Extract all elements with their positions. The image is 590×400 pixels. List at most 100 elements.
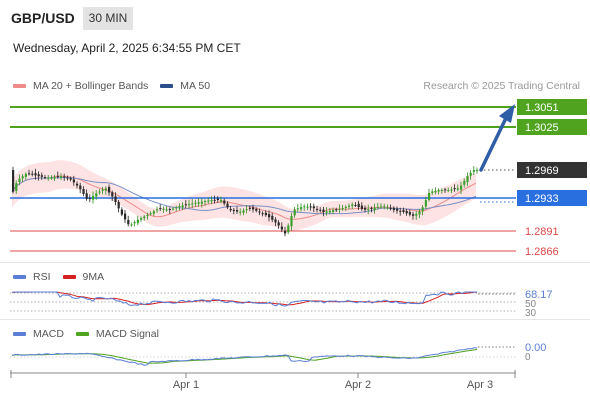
candle-body <box>98 191 101 193</box>
candle-body <box>360 205 363 210</box>
candle-body <box>146 215 149 216</box>
candle-body <box>47 177 50 179</box>
rsi-value-label: 68.17 <box>525 289 553 301</box>
candle-body <box>328 210 331 213</box>
candle-body <box>456 188 459 190</box>
candle-body <box>453 188 456 190</box>
macd-swatch <box>13 332 26 336</box>
candle-body <box>412 214 415 216</box>
candle-body <box>56 175 59 177</box>
level-label-pivot: 1.2933 <box>517 190 587 206</box>
rsi-30-label: 30 <box>525 308 537 318</box>
candle-body <box>280 226 283 230</box>
candle-body <box>207 200 210 202</box>
candle-body <box>424 200 427 207</box>
candle-body <box>213 199 216 201</box>
candle-body <box>351 204 354 206</box>
forecast-arrow <box>479 104 515 172</box>
legend-label-macd-signal: MACD Signal <box>95 328 159 340</box>
candle-body <box>21 176 24 179</box>
macd-signal-line <box>11 349 478 364</box>
candle-body <box>357 203 360 208</box>
price-chart[interactable]: 1.3051 1.3025 1.2969 1.2933 1.2891 1.286… <box>0 95 590 262</box>
candle-body <box>319 209 322 211</box>
macd-signal-swatch <box>75 332 89 336</box>
candle-body <box>12 169 15 192</box>
candle-body <box>332 210 335 212</box>
candle-body <box>44 177 47 179</box>
candle-body <box>40 175 43 177</box>
candle-body <box>463 180 466 185</box>
candle-body <box>31 173 34 175</box>
legend-item-macd: MACD <box>13 328 64 340</box>
candle-body <box>194 202 197 204</box>
candle-body <box>303 206 306 208</box>
x-tick-apr1: Apr 1 <box>173 379 199 391</box>
candle-body <box>50 177 53 179</box>
legend-item-bollinger: MA 20 + Bollinger Bands <box>13 80 148 92</box>
candle-body <box>405 210 408 214</box>
candle-body <box>389 208 392 210</box>
legend-label-bollinger: MA 20 + Bollinger Bands <box>33 80 149 92</box>
candle-body <box>466 176 469 183</box>
candle-body <box>178 206 181 208</box>
candle-body <box>258 211 261 213</box>
candle-body <box>271 215 274 220</box>
legend-item-rsi: RSI <box>13 271 51 283</box>
legend-label-9ma: 9MA <box>82 271 105 283</box>
candle-body <box>15 183 18 191</box>
candle-body <box>440 190 443 191</box>
moving-averages <box>11 175 477 220</box>
rsi-50-label: 50 <box>525 299 537 310</box>
candle-body <box>111 192 114 197</box>
level-label-s2: 1.2866 <box>525 246 559 258</box>
bollinger-band-area <box>12 160 476 232</box>
candle-body <box>63 176 66 178</box>
candle-body <box>376 207 379 209</box>
candle-body <box>316 208 319 210</box>
legend-label-macd: MACD <box>33 328 64 340</box>
candle-body <box>261 213 264 215</box>
macd-panel[interactable]: 0.00 0 <box>0 340 590 375</box>
candle-body <box>197 202 200 204</box>
timestamp: Wednesday, April 2, 2025 6:34:55 PM CET <box>13 41 241 55</box>
candle-body <box>354 204 357 206</box>
candle-body <box>437 190 440 192</box>
candle-body <box>293 209 296 216</box>
candle-body <box>162 208 165 210</box>
candle-body <box>472 170 475 172</box>
candle-body <box>338 208 341 210</box>
candle-body <box>255 208 258 211</box>
rsi-legend: RSI 9MA <box>13 271 116 283</box>
main-legend: MA 20 + Bollinger Bands MA 50 <box>13 80 222 92</box>
candle-body <box>373 207 376 210</box>
candle-body <box>223 200 226 204</box>
candle-body <box>274 219 277 223</box>
timeframe-button[interactable]: 30 MIN <box>83 7 133 30</box>
candle-body <box>383 206 386 208</box>
candle-body <box>88 198 91 200</box>
rsi-swatch <box>13 275 26 279</box>
candle-body <box>367 209 370 211</box>
candle-body <box>469 172 472 176</box>
rsi-line <box>11 291 477 307</box>
candle-body <box>325 211 328 213</box>
candle-body <box>229 208 232 211</box>
candle-body <box>248 207 251 209</box>
candle-body <box>418 211 421 215</box>
candle-body <box>447 190 450 191</box>
candle-body <box>85 193 88 199</box>
candle-body <box>380 206 383 208</box>
legend-item-9ma: 9MA <box>62 271 105 283</box>
chart-header: GBP/USD 30 MIN Wednesday, April 2, 2025 … <box>0 0 590 70</box>
candle-body <box>95 193 98 197</box>
candle-body <box>92 195 95 200</box>
candle-body <box>24 174 27 177</box>
x-tick-apr3: Apr 3 <box>467 379 493 391</box>
legend-item-macd-signal: MACD Signal <box>75 328 159 340</box>
candle-body <box>284 230 287 234</box>
candle-body <box>18 178 21 182</box>
rsi-panel[interactable]: 68.17 50 30 <box>0 285 590 318</box>
legend-label-rsi: RSI <box>33 271 51 283</box>
macd-line <box>11 347 478 366</box>
